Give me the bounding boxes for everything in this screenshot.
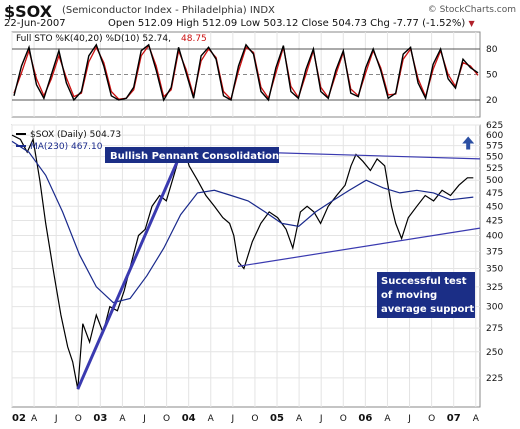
x-tick-label: J	[407, 414, 411, 424]
ma-legend: MA(230) 467.10	[30, 142, 103, 152]
x-tick-label: A	[296, 414, 303, 424]
stoch-k-line	[13, 43, 479, 102]
support-label-line: of moving	[381, 290, 437, 301]
price-y-tick-label: 350	[486, 265, 503, 275]
x-tick-label: O	[75, 414, 82, 424]
stoch-legend: Full STO %K(40,20) %D(10) 52.74,	[16, 34, 171, 44]
down-triangle-icon: ▼	[468, 19, 475, 28]
price-y-tick-label: 400	[486, 231, 503, 241]
price-y-tick-label: 225	[486, 374, 503, 384]
trendline	[237, 227, 481, 267]
x-tick-label: O	[163, 414, 170, 424]
price-y-tick-label: 600	[486, 131, 503, 141]
price-y-tick-label: 375	[486, 247, 503, 257]
price-series	[11, 134, 474, 390]
support-label-line: Successful test	[381, 276, 467, 287]
index-name: (Semiconductor Index - Philadelphia)	[62, 5, 247, 16]
stoch-y-tick-label: 50	[486, 71, 498, 81]
x-tick-label: O	[251, 414, 258, 424]
x-tick-label: O	[428, 414, 435, 424]
chg-label: Chg	[370, 18, 390, 29]
price-y-tick-label: 425	[486, 216, 503, 226]
price-y-tick-label: 550	[486, 153, 503, 163]
x-tick-label: A	[208, 414, 215, 424]
open-label: Open	[108, 18, 135, 29]
price-y-tick-label: 300	[486, 303, 503, 313]
up-arrow-icon	[462, 136, 475, 150]
pennant-label-box	[105, 147, 279, 163]
x-tick-label: J	[319, 414, 323, 424]
legend: Full STO %K(40,20) %D(10) 52.74, 48.75 $SO…	[16, 34, 207, 152]
pennant-label: Bullish Pennant Consolidation	[110, 151, 279, 162]
x-tick-label: 05	[270, 413, 284, 424]
x-tick-label: 04	[182, 413, 196, 424]
moving-average-line	[11, 140, 474, 304]
price-y-tick-label: 625	[486, 121, 503, 131]
price-y-tick-label: 275	[486, 324, 503, 334]
annotations: Bullish Pennant Consolidation Successful …	[105, 136, 475, 318]
stoch-legend-d-value: 48.75	[181, 34, 207, 44]
ohlc-readout: Open 512.09 High 512.09 Low 503.12 Close…	[108, 18, 475, 29]
price-y-tick-label: 325	[486, 283, 503, 293]
x-tick-label: 02	[12, 413, 26, 424]
price-legend: $SOX (Daily) 504.73	[30, 130, 121, 140]
close-label: Close	[301, 18, 329, 29]
trendline	[76, 149, 184, 390]
price-y-tick-label: 450	[486, 202, 503, 212]
x-tick-label: J	[231, 414, 235, 424]
exchange-label: INDX	[249, 5, 275, 16]
axis-ticks: 02 A J O 03 A J O 04 A J O 05 A J O 06 A J O 07 A 20 50 80 225 250…	[12, 45, 503, 424]
x-tick-label: J	[142, 414, 146, 424]
x-tick-label: 07	[447, 413, 461, 424]
price-y-tick-label: 525	[486, 164, 503, 174]
high-label: High	[176, 18, 200, 29]
x-tick-label: A	[31, 414, 38, 424]
price-line	[11, 134, 474, 390]
watermark: © StockCharts.com	[427, 5, 516, 15]
price-y-tick-label: 475	[486, 189, 503, 199]
stochastic-series	[13, 43, 479, 102]
x-tick-label: A	[119, 414, 126, 424]
x-tick-label: J	[54, 414, 58, 424]
x-tick-label: 03	[93, 413, 107, 424]
price-y-tick-label: 575	[486, 142, 503, 152]
x-tick-label: 06	[358, 413, 372, 424]
index-subtitle: (Semiconductor Index - Philadelphia) IND…	[62, 5, 275, 16]
x-tick-label: O	[340, 414, 347, 424]
quote-date: 22-Jun-2007	[4, 18, 66, 29]
chg-value: -7.77 (-1.52%)	[393, 18, 466, 29]
support-label-box	[377, 272, 475, 318]
stoch-y-tick-label: 20	[486, 96, 498, 106]
open-value: 512.09	[137, 18, 173, 29]
x-tick-label: A	[473, 414, 480, 424]
price-y-tick-label: 500	[486, 176, 503, 186]
low-label: Low	[240, 18, 261, 29]
stoch-y-tick-label: 80	[486, 45, 498, 55]
close-value: 504.73	[331, 18, 367, 29]
x-tick-label: A	[384, 414, 391, 424]
low-value: 503.12	[263, 18, 299, 29]
high-value: 512.09	[202, 18, 238, 29]
price-y-tick-label: 250	[486, 348, 503, 358]
symbol-title: $SOX	[4, 2, 53, 21]
support-label-line: average support	[381, 304, 474, 315]
